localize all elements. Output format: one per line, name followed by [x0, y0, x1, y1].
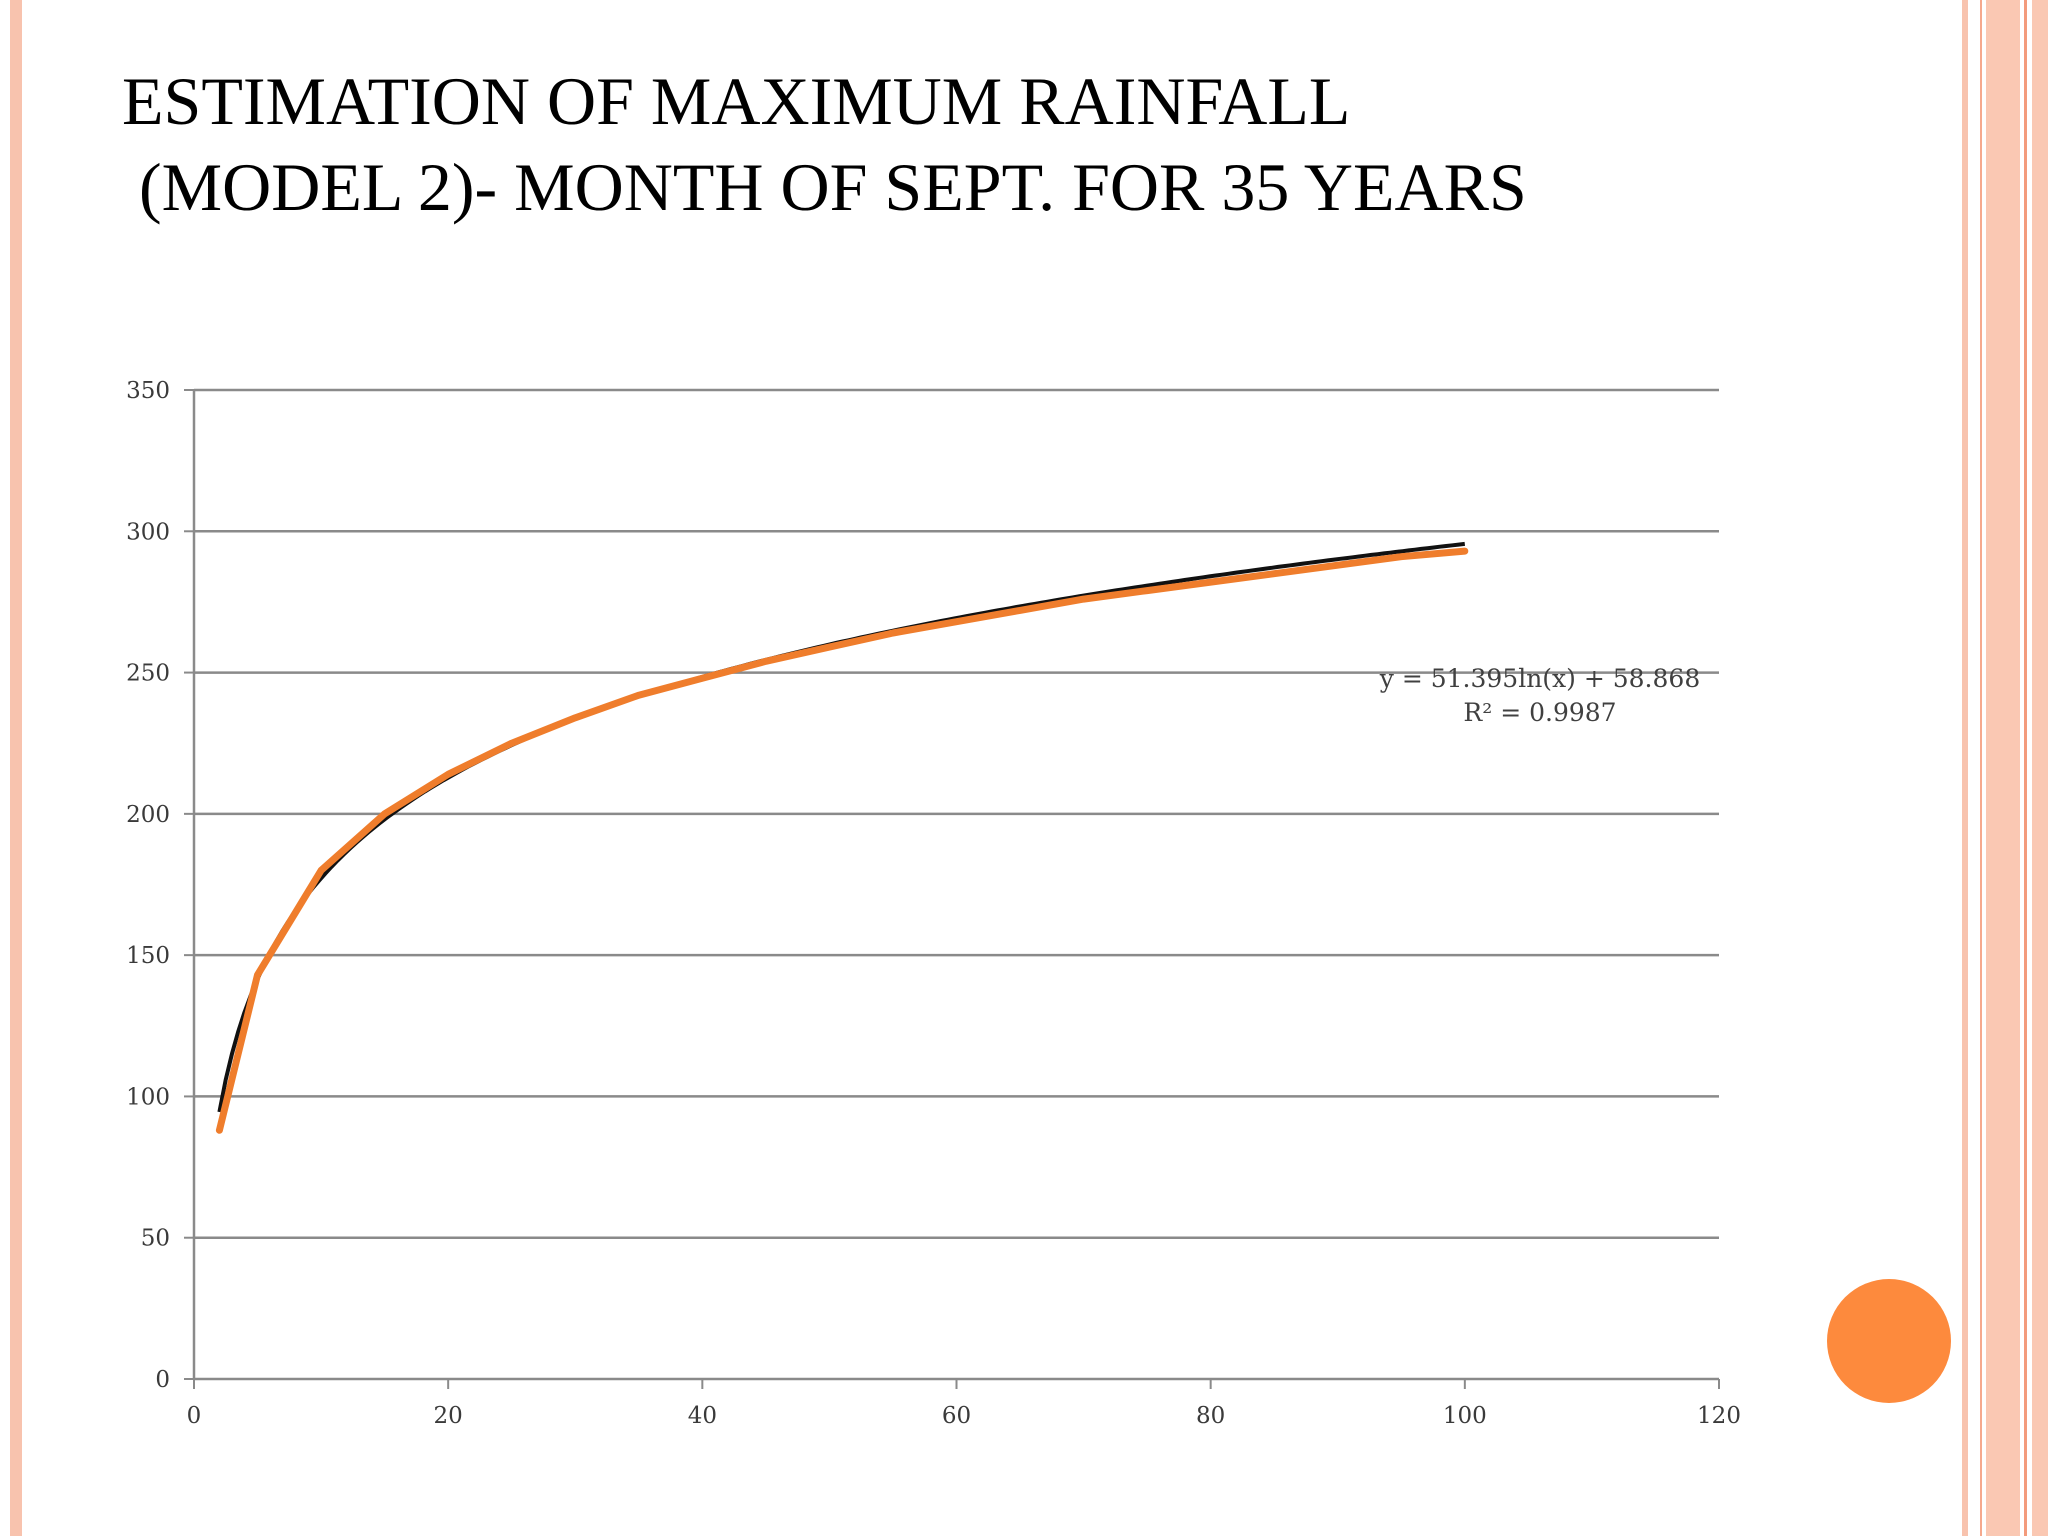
y-tick-label: 300 — [126, 519, 170, 545]
data-point — [1271, 570, 1278, 577]
data-point — [635, 692, 642, 699]
x-axis-tick-labels: 0 20 40 60 80 100 120 — [187, 1403, 1741, 1429]
data-point — [1144, 587, 1151, 594]
data-point — [572, 714, 579, 721]
x-tick-label: 100 — [1443, 1403, 1487, 1429]
data-point — [508, 740, 515, 747]
data-point — [1398, 553, 1405, 560]
x-tick-label: 80 — [1196, 1403, 1225, 1429]
data-point — [1207, 579, 1214, 586]
slide-title-line-2: (MODEL 2)- MONTH OF SEPT. FOR 35 YEARS — [122, 149, 1527, 225]
slide-title-line-1: ESTIMATION OF MAXIMUM RAINFALL — [122, 63, 1351, 139]
chart-axes — [184, 389, 1720, 1389]
data-point — [889, 630, 896, 637]
right-accent-stripe — [1980, 0, 1982, 1536]
data-point — [318, 867, 325, 874]
data-point — [381, 810, 388, 817]
right-accent-stripe — [1986, 0, 2020, 1536]
x-tick-label: 60 — [942, 1403, 971, 1429]
data-point — [1017, 607, 1024, 614]
x-tick-label: 0 — [187, 1403, 202, 1429]
right-accent-stripe — [1962, 0, 1968, 1536]
left-accent-stripe — [10, 0, 22, 1536]
data-point — [445, 771, 452, 778]
right-accent-stripe — [2024, 0, 2027, 1536]
data-point — [1461, 548, 1468, 555]
data-point — [762, 658, 769, 665]
data-point — [216, 1127, 223, 1134]
trendline-r2-label: R² = 0.9987 — [1463, 698, 1616, 727]
y-tick-label: 0 — [155, 1367, 170, 1393]
right-accent-stripe — [2032, 0, 2048, 1536]
data-point — [254, 971, 261, 978]
data-point — [953, 618, 960, 625]
chart-gridlines — [194, 388, 1719, 1239]
slide-title: ESTIMATION OF MAXIMUM RAINFALL (MODEL 2)… — [122, 58, 1527, 230]
y-tick-label: 50 — [141, 1226, 170, 1252]
data-point — [1080, 596, 1087, 603]
y-tick-label: 200 — [126, 802, 170, 828]
data-point — [699, 675, 706, 682]
chart-plot-area — [215, 541, 1469, 1134]
series-line — [215, 547, 1469, 1134]
trendline — [217, 541, 1466, 1113]
data-point — [826, 644, 833, 651]
y-axis-tick-labels: 0 50 100 150 200 250 300 350 — [126, 378, 170, 1393]
y-tick-label: 150 — [126, 943, 170, 969]
trendline-equation-label: y = 51.395ln(x) + 58.868 — [1379, 664, 1700, 693]
decorative-orange-circle — [1827, 1279, 1951, 1403]
data-point — [1334, 562, 1341, 569]
x-tick-label: 40 — [688, 1403, 717, 1429]
y-tick-label: 350 — [126, 378, 170, 404]
y-tick-label: 250 — [126, 661, 170, 687]
x-tick-label: 120 — [1697, 1403, 1741, 1429]
y-tick-label: 100 — [126, 1084, 170, 1110]
x-tick-label: 20 — [434, 1403, 463, 1429]
